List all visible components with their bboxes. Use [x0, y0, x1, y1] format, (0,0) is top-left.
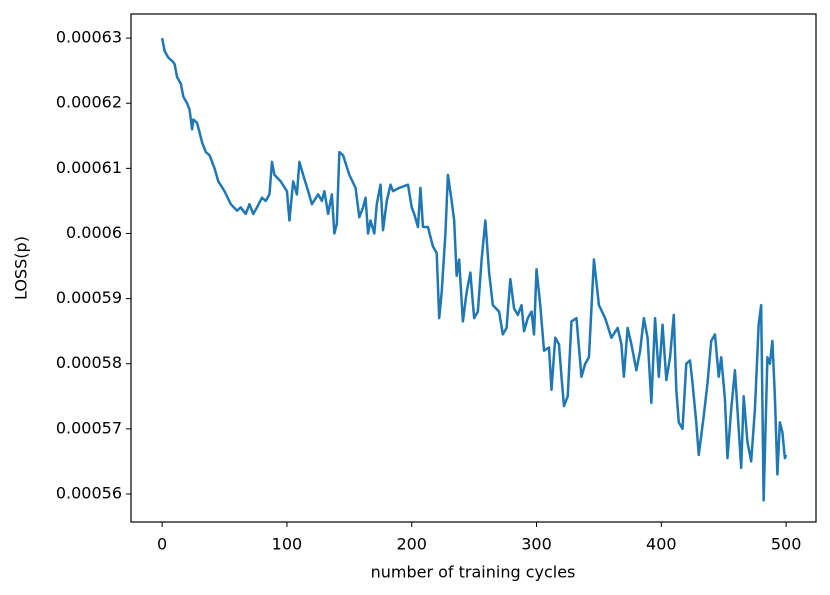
y-tick-label: 0.00059	[56, 288, 122, 307]
y-axis-label: LOSS(p)	[12, 236, 31, 300]
y-tick-label: 0.00062	[56, 93, 122, 112]
x-axis-label: number of training cycles	[371, 563, 576, 582]
line	[160, 37, 788, 502]
y-tick-label: 0.00063	[56, 28, 122, 47]
y-tick-label: 0.00058	[56, 353, 122, 372]
x-tick-label: 0	[157, 535, 167, 554]
plot-frame	[130, 13, 817, 523]
x-tick-label: 500	[771, 535, 802, 554]
y-tick-label: 0.0006	[66, 223, 122, 242]
x-tick-label: 300	[521, 535, 552, 554]
y-tick-label: 0.00056	[56, 483, 122, 502]
x-tick-label: 400	[646, 535, 677, 554]
y-tick-label: 0.00061	[56, 158, 122, 177]
y-tick-label: 0.00057	[56, 418, 122, 437]
x-tick-label: 100	[272, 535, 303, 554]
x-tick-label: 200	[396, 535, 427, 554]
